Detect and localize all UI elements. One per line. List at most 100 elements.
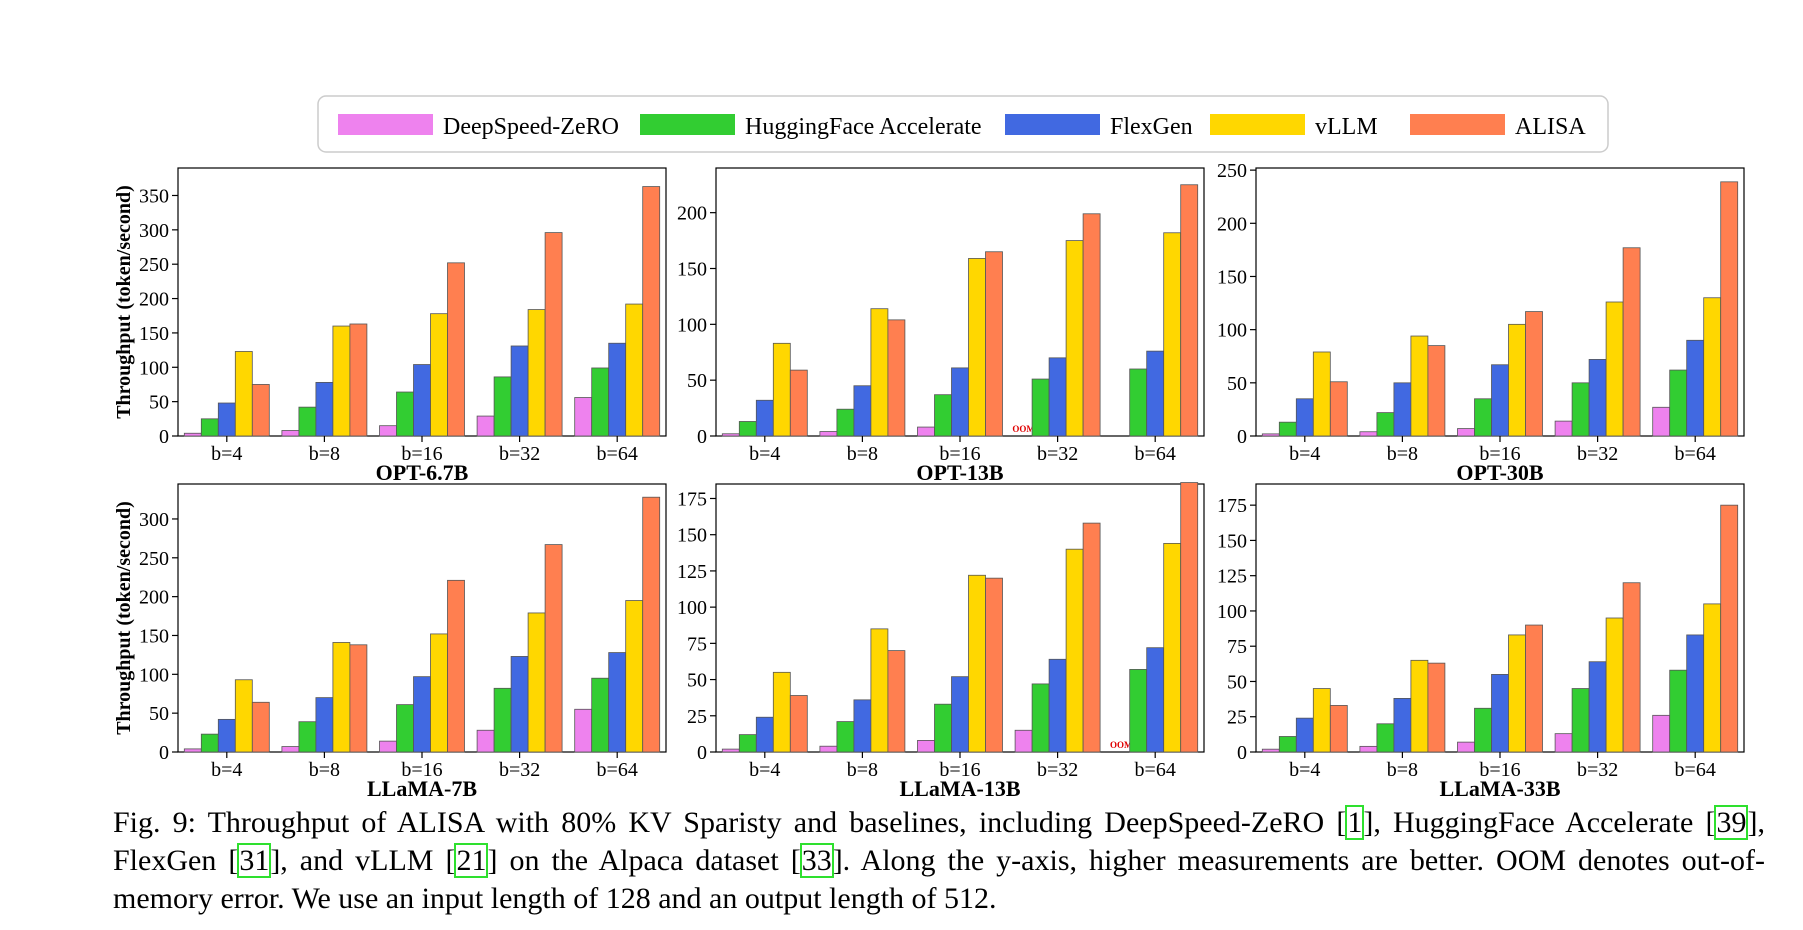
legend-label-huggingface-accelerate: HuggingFace Accelerate [745, 114, 982, 140]
bar-alisa-b-8 [349, 323, 368, 437]
bar-huggingface-accelerate-b-64 [1129, 368, 1148, 437]
y-tick-label: 50 [149, 392, 169, 414]
bar-alisa-b-64 [1720, 504, 1739, 753]
bar-deepspeed-zero-b-4 [183, 432, 202, 437]
y-tick-label: 100 [677, 597, 707, 619]
x-tick-label: b=32 [1577, 443, 1618, 465]
bar-deepspeed-zero-b-32 [1014, 729, 1033, 753]
bar-vllm-b-8 [332, 325, 351, 437]
x-tick-label: b=64 [1675, 759, 1716, 781]
x-tick-label: b=64 [1135, 443, 1176, 465]
bar-deepspeed-zero-b-4 [721, 748, 740, 753]
bar-huggingface-accelerate-b-64 [591, 367, 610, 437]
bar-alisa-b-16 [447, 579, 465, 753]
x-tick-label: b=32 [1037, 759, 1078, 781]
y-tick-label: 50 [149, 703, 169, 725]
bar-flexgen-b-8 [853, 385, 872, 437]
bar-huggingface-accelerate-b-8 [836, 721, 855, 753]
bar-deepspeed-zero-b-8 [1359, 745, 1378, 753]
citation-link[interactable]: 1 [1345, 805, 1365, 840]
bar-vllm-b-16 [430, 313, 448, 437]
bar-alisa-b-32 [1622, 247, 1641, 437]
bar-alisa-b-16 [985, 251, 1003, 437]
y-tick-label: 100 [677, 314, 707, 336]
bar-alisa-b-32 [544, 544, 563, 753]
bar-flexgen-b-8 [853, 699, 872, 753]
bar-alisa-b-32 [544, 232, 563, 437]
y-tick-label: 175 [677, 488, 707, 510]
x-tick-label: b=8 [1387, 443, 1418, 465]
y-tick-label: 150 [1217, 530, 1247, 552]
y-tick-label: 350 [139, 185, 169, 207]
y-tick-label: 200 [139, 587, 169, 609]
citation-link[interactable]: 31 [237, 843, 272, 878]
y-axis-label: Throughput (token/second) [113, 501, 135, 735]
bar-vllm-b-64 [625, 303, 644, 437]
y-tick-label: 250 [139, 254, 169, 276]
x-tick-label: b=32 [499, 759, 540, 781]
bar-alisa-b-64 [642, 496, 661, 753]
y-tick-label: 150 [139, 323, 169, 345]
x-tick-label: b=4 [749, 759, 780, 781]
chart-llama-13b: 0 25 50 75 100 125 150 175 b=4 b=8 b=16 b=32 OOMb=64… [677, 482, 1205, 801]
bar-huggingface-accelerate-b-64 [1129, 669, 1148, 753]
bar-vllm-b-16 [430, 633, 448, 753]
bar-vllm-b-64 [1163, 542, 1182, 753]
bar-huggingface-accelerate-b-16 [1474, 398, 1492, 437]
citation-link[interactable]: 21 [454, 843, 489, 878]
bar-deepspeed-zero-b-32 [1554, 733, 1573, 753]
x-tick-label: b=4 [749, 443, 780, 465]
chart-title: LLaMA-7B [367, 776, 477, 801]
y-tick-label: 125 [1217, 566, 1247, 588]
chart-title: LLaMA-33B [1440, 776, 1561, 801]
bar-huggingface-accelerate-b-16 [934, 394, 952, 437]
bar-deepspeed-zero-b-8 [281, 746, 300, 753]
figure-caption: Fig. 9: Throughput of ALISA with 80% KV … [113, 804, 1765, 918]
bar-flexgen-b-32 [1588, 661, 1607, 753]
bar-alisa-b-8 [1427, 662, 1446, 753]
bar-vllm-b-16 [1508, 634, 1526, 753]
bar-vllm-b-32 [527, 309, 546, 437]
caption-text: ]. Along the y-axis, higher measurements… [113, 844, 1765, 915]
bar-deepspeed-zero-b-16 [1457, 428, 1475, 437]
bar-alisa-b-4 [1329, 381, 1348, 437]
bar-deepspeed-zero-b-4 [183, 748, 202, 753]
x-tick-label: b=16 [1479, 759, 1520, 781]
bar-vllm-b-64 [625, 600, 644, 753]
bar-deepspeed-zero-b-4 [721, 433, 740, 437]
legend-label-vllm: vLLM [1315, 114, 1378, 140]
y-tick-label: 100 [1217, 601, 1247, 623]
bar-flexgen-b-32 [1048, 357, 1067, 437]
x-tick-label: b=16 [939, 759, 980, 781]
bar-vllm-b-32 [1605, 617, 1624, 753]
y-tick-label: 300 [139, 220, 169, 242]
y-tick-label: 0 [697, 742, 707, 764]
y-tick-label: 50 [1227, 373, 1247, 395]
y-tick-label: 75 [1227, 636, 1247, 658]
bar-deepspeed-zero-b-32 [476, 415, 495, 437]
bar-vllm-b-64 [1703, 603, 1722, 753]
bar-huggingface-accelerate-b-32 [1031, 683, 1050, 753]
bar-vllm-b-64 [1163, 232, 1182, 437]
x-tick-label: b=8 [847, 759, 878, 781]
x-tick-label: b=8 [847, 443, 878, 465]
y-tick-label: 75 [687, 633, 707, 655]
citation-link[interactable]: 39 [1714, 805, 1749, 840]
bar-huggingface-accelerate-b-32 [1571, 382, 1590, 437]
bar-huggingface-accelerate-b-32 [1571, 688, 1590, 753]
bar-deepspeed-zero-b-64 [1652, 406, 1671, 437]
y-tick-label: 200 [1217, 213, 1247, 235]
bar-flexgen-b-4 [755, 716, 774, 753]
citation-link[interactable]: 33 [799, 843, 834, 878]
bar-huggingface-accelerate-b-4 [200, 733, 219, 753]
bar-deepspeed-zero-b-8 [819, 745, 838, 753]
legend-frame [317, 95, 1609, 153]
bar-vllm-b-4 [772, 342, 791, 437]
bar-vllm-b-4 [234, 351, 253, 437]
bar-flexgen-b-64 [1686, 339, 1705, 437]
bar-flexgen-b-4 [755, 399, 774, 437]
bar-flexgen-b-4 [1295, 398, 1314, 437]
legend-swatch-huggingface-accelerate [640, 114, 735, 135]
